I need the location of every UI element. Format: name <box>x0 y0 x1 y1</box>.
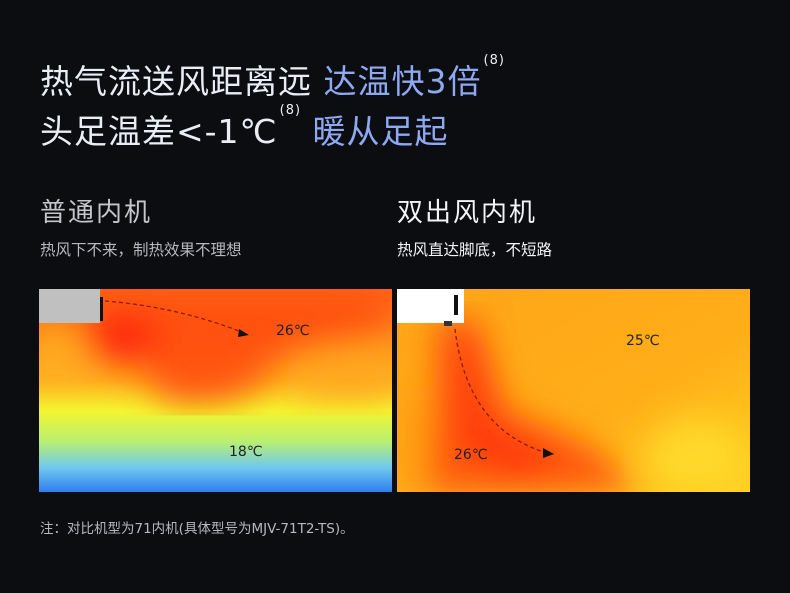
headline-white-1: 热气流送风距离远 <box>40 62 312 101</box>
headline-blue-2: 暖从足起 <box>312 112 449 151</box>
headline-line1: 热气流送风距离远 达温快3倍(8) <box>40 53 505 103</box>
right-temp-bottom: 26℃ <box>454 447 488 463</box>
right-heatmap: 25℃ 26℃ <box>397 289 750 492</box>
right-heatmap-graphic <box>397 289 750 492</box>
right-title: 双出风内机 <box>397 198 538 228</box>
airflow-arrow <box>454 328 548 454</box>
ac-unit-icon <box>39 289 100 323</box>
airflow-arrow <box>104 300 245 334</box>
right-temp-top: 25℃ <box>626 333 660 349</box>
left-temp-bottom: 18℃ <box>229 444 263 460</box>
ac-unit-icon <box>397 289 464 323</box>
headline-blue-1: 达温快3倍 <box>323 62 482 101</box>
left-title: 普通内机 <box>40 198 153 228</box>
left-heatmap-graphic <box>39 289 392 492</box>
left-temp-top: 26℃ <box>276 323 310 339</box>
footnote-mark: (8) <box>279 103 302 118</box>
right-desc: 热风直达脚底，不短路 <box>397 241 553 259</box>
headline-white-2: 头足温差<-1℃ <box>40 112 278 151</box>
left-desc: 热风下不来，制热效果不理想 <box>40 241 242 259</box>
footnote-mark: (8) <box>483 53 505 68</box>
left-heatmap: 26℃ 18℃ <box>39 289 392 492</box>
footnote: 注：对比机型为71内机(具体型号为MJV-71T2-TS)。 <box>40 521 354 537</box>
headline-line2: 头足温差<-1℃(8) 暖从足起 <box>40 103 449 153</box>
